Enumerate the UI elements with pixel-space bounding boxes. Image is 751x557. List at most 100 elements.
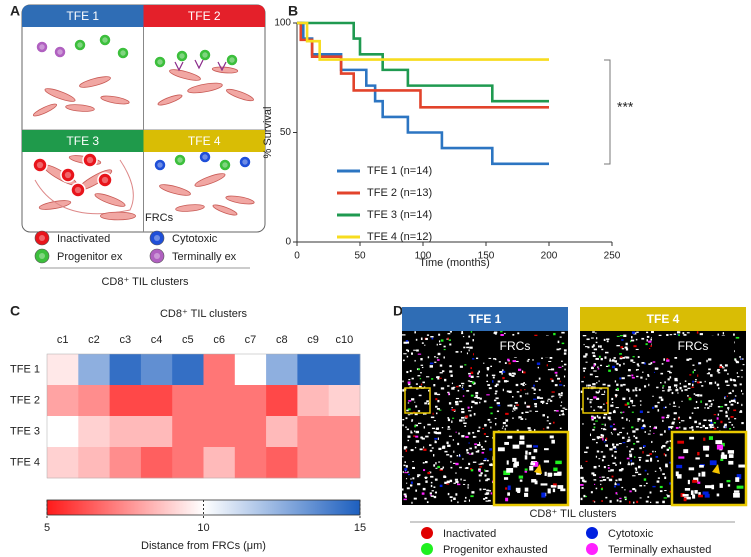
inset-speck — [719, 483, 723, 488]
speck — [656, 367, 659, 370]
speck — [582, 423, 584, 425]
speck — [664, 381, 666, 384]
cell-core — [86, 156, 94, 164]
speck — [729, 391, 731, 394]
speck — [414, 413, 418, 416]
heatmap-cell — [297, 416, 329, 448]
speck — [582, 335, 587, 337]
speck — [484, 474, 487, 477]
speck — [443, 348, 446, 351]
image-label: TFE 1 — [469, 312, 502, 326]
speck — [589, 399, 593, 401]
speck — [626, 440, 629, 443]
speck — [639, 410, 643, 414]
speck — [708, 405, 713, 407]
speck — [438, 447, 442, 451]
speck — [479, 401, 481, 404]
speck — [681, 389, 683, 392]
inset-speck — [703, 437, 706, 441]
inset-speck — [726, 479, 731, 483]
speck — [502, 388, 504, 392]
speck — [535, 380, 539, 382]
speck — [679, 386, 682, 390]
heatmap-cell — [203, 447, 236, 479]
speck — [704, 427, 709, 430]
speck — [525, 411, 529, 414]
speck — [512, 333, 515, 336]
speck — [465, 467, 469, 469]
speck — [484, 493, 488, 495]
fiber — [34, 159, 134, 215]
speck — [483, 362, 485, 364]
speck — [666, 358, 669, 360]
inset-speck — [497, 447, 505, 452]
speck — [623, 334, 627, 337]
speck — [550, 368, 555, 371]
speck — [629, 340, 632, 343]
speck — [650, 338, 653, 341]
speck — [627, 439, 631, 442]
inset-speck — [688, 467, 695, 471]
speck — [485, 436, 489, 438]
inset-speck — [677, 474, 682, 479]
speck — [547, 369, 551, 371]
inset-speck — [519, 479, 523, 482]
speck — [597, 366, 599, 369]
speck — [464, 364, 467, 366]
speck — [477, 449, 480, 451]
speck — [469, 346, 473, 349]
inset-speck — [553, 472, 561, 476]
speck — [623, 362, 625, 365]
speck — [593, 370, 597, 372]
speck — [439, 364, 443, 367]
speck — [647, 411, 650, 413]
speck — [435, 432, 439, 435]
speck — [432, 412, 434, 415]
speck — [650, 501, 652, 504]
speck — [476, 357, 479, 360]
heatmap-frame — [46, 353, 361, 479]
speck — [620, 346, 624, 349]
speck — [732, 379, 736, 381]
speck — [631, 411, 634, 413]
speck — [430, 416, 435, 419]
inset-speck — [676, 464, 683, 469]
speck — [591, 352, 595, 354]
cell — [175, 49, 189, 63]
speck — [509, 404, 513, 407]
speck — [527, 427, 531, 430]
speck — [419, 378, 422, 380]
speck — [609, 358, 611, 361]
speck — [607, 464, 610, 467]
arrowhead — [712, 464, 720, 474]
speck — [474, 446, 477, 449]
speck — [709, 425, 712, 429]
speck — [653, 432, 655, 434]
speck — [614, 360, 618, 363]
speck — [630, 339, 635, 342]
speck — [438, 461, 441, 463]
speck — [410, 430, 412, 433]
speck — [595, 357, 599, 360]
speck — [554, 371, 558, 374]
y-axis-label: % Survival — [262, 107, 274, 159]
speck — [583, 343, 585, 346]
speck — [546, 364, 548, 367]
inset-speck — [693, 477, 699, 482]
speck — [676, 331, 681, 334]
speck — [533, 398, 537, 400]
speck — [703, 419, 707, 422]
speck — [611, 433, 613, 435]
speck — [681, 400, 683, 402]
inset-speck — [507, 435, 513, 439]
speck — [606, 340, 609, 343]
speck — [607, 416, 611, 420]
speck — [638, 465, 641, 469]
speck — [414, 401, 416, 403]
speck — [640, 404, 642, 406]
speck — [595, 376, 599, 378]
speck — [561, 365, 564, 367]
speck — [495, 390, 498, 393]
speck — [461, 331, 463, 334]
speck — [692, 371, 695, 374]
